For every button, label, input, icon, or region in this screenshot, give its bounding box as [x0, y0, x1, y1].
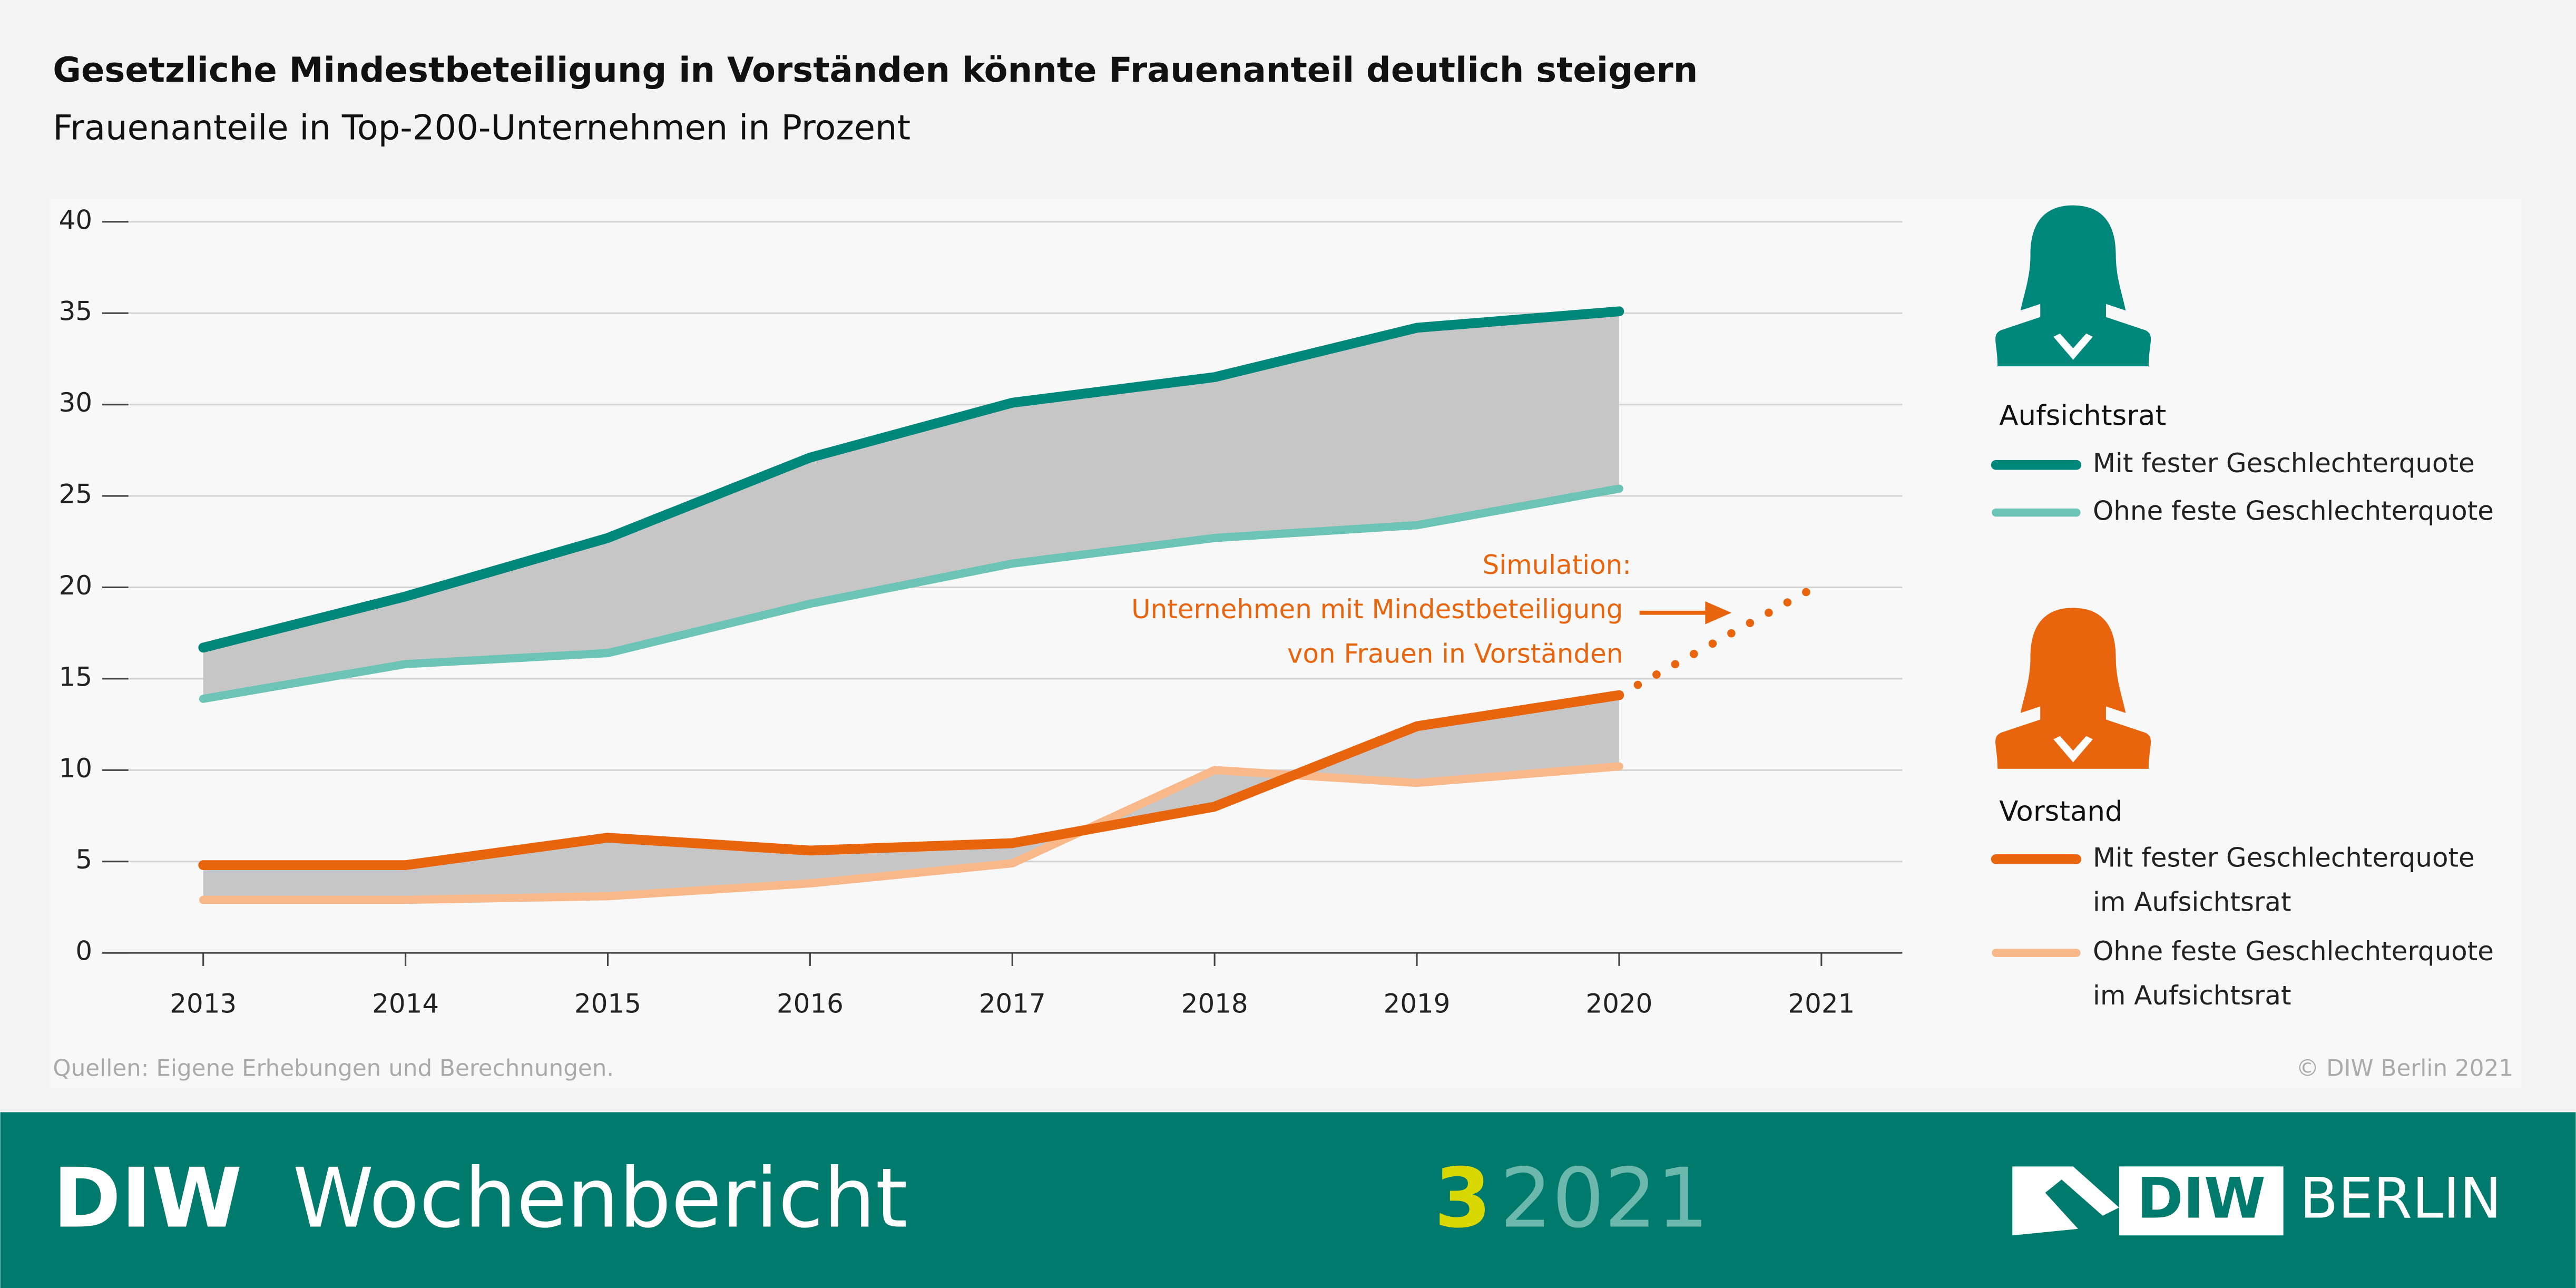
legend-label: Mit fester Geschlechterquote im Aufsichts…	[2093, 842, 2475, 917]
y-tick-label: 0	[75, 936, 92, 967]
logo-right: BERLIN	[2300, 1166, 2502, 1231]
legend-label: Ohne feste Geschlechterquote	[2093, 495, 2494, 526]
annotation: Simulation:	[1483, 550, 1631, 580]
source-note: Quellen: Eigene Erhebungen und Berechnun…	[53, 1055, 614, 1081]
footer-issue: 3	[1434, 1150, 1491, 1246]
x-tick-label: 2020	[1585, 988, 1652, 1019]
annotation-arrowhead	[1705, 601, 1732, 625]
y-tick-label: 35	[59, 296, 92, 327]
person-icon	[1995, 608, 2151, 769]
logo-left: DIW	[2137, 1166, 2266, 1231]
annotation: von Frauen in Vorständen	[1287, 638, 1623, 669]
legend-group-title: Vorstand	[1999, 796, 2122, 828]
chart-title: Gesetzliche Mindestbeteiligung in Vorstä…	[53, 50, 1698, 90]
annotation: Unternehmen mit Mindestbeteiligung	[1131, 594, 1623, 625]
y-tick-label: 30	[59, 387, 92, 418]
x-tick-label: 2013	[170, 988, 237, 1019]
y-tick-label: 20	[59, 570, 92, 601]
legend-label: Mit fester Geschlechterquote	[2093, 448, 2475, 479]
legend-label: Ohne feste Geschlechterquote im Aufsichts…	[2093, 936, 2494, 1011]
y-tick-label: 5	[75, 844, 92, 875]
chart-subtitle: Frauenanteile in Top-200-Unternehmen in …	[53, 108, 910, 148]
y-tick-label: 15	[59, 661, 92, 692]
x-tick-label: 2014	[372, 988, 439, 1019]
x-tick-label: 2019	[1384, 988, 1451, 1019]
y-tick-label: 25	[59, 479, 92, 510]
copyright: © DIW Berlin 2021	[2296, 1055, 2513, 1081]
series-line	[198, 690, 1624, 870]
series-line	[199, 762, 1623, 904]
legend-group-title: Aufsichtsrat	[1999, 399, 2166, 432]
x-tick-label: 2021	[1788, 988, 1855, 1019]
footer-brand: DIW	[53, 1150, 242, 1246]
logo-box	[2119, 1166, 2284, 1236]
x-tick-label: 2015	[574, 988, 641, 1019]
series-line	[199, 484, 1623, 703]
simulation-line	[1615, 579, 1826, 699]
x-tick-label: 2016	[777, 988, 844, 1019]
y-tick-label: 40	[59, 204, 92, 235]
person-collar	[2053, 736, 2093, 763]
person-icon	[1995, 205, 2151, 367]
person-collar	[2053, 333, 2093, 360]
footer-year: 2021	[1500, 1150, 1709, 1246]
footer-publication: Wochenbericht	[292, 1150, 907, 1246]
x-tick-label: 2017	[979, 988, 1046, 1019]
series-line	[198, 306, 1624, 653]
y-tick-label: 10	[59, 753, 92, 784]
x-tick-label: 2018	[1181, 988, 1248, 1019]
logo-mark	[2012, 1166, 2119, 1236]
range-band	[203, 311, 1619, 699]
